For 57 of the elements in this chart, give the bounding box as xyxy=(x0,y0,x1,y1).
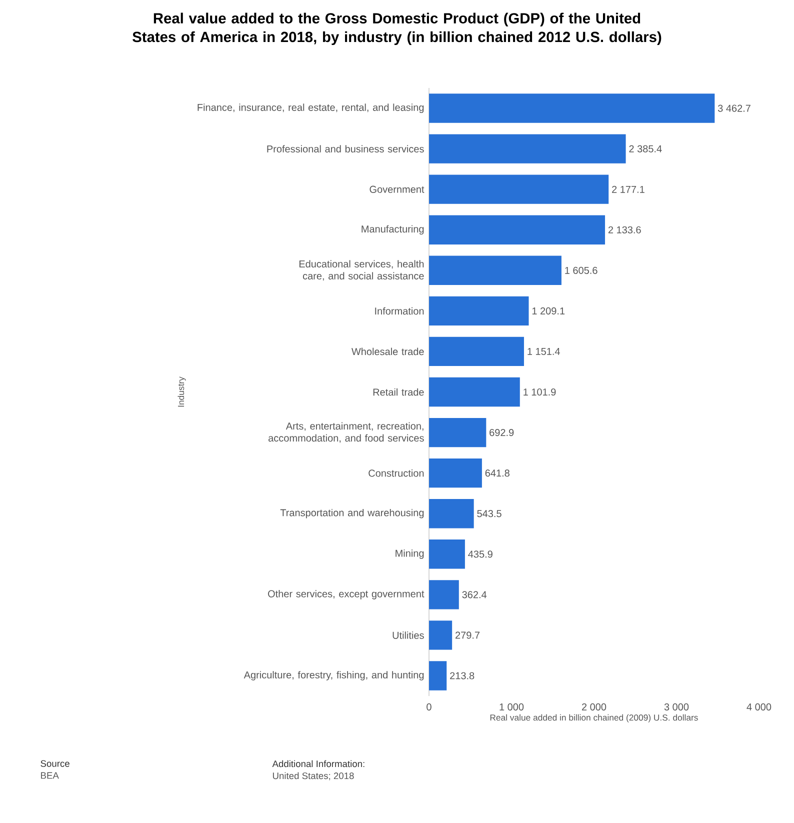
data-label: 1 209.1 xyxy=(532,307,565,314)
x-tick-label: 2 000 xyxy=(582,703,606,710)
x-tick-label: 1 000 xyxy=(500,703,524,710)
data-label: 213.8 xyxy=(450,672,474,680)
bar xyxy=(429,418,486,448)
data-label: 2 177.1 xyxy=(612,186,644,193)
y-tick-label: Transportation and warehousing xyxy=(280,508,424,518)
text: Source xyxy=(40,760,70,767)
chart-title: Real value added to the Gross Domestic Product (GDP) of the United States of America in 2018, by industry (in billion chained 2012 U.S. dollars) xyxy=(132,12,662,46)
data-label: 2 385.4 xyxy=(629,145,662,152)
y-tick-label: Mining xyxy=(396,549,424,559)
y-axis-title: Industry xyxy=(178,376,186,407)
y-tick-label: Professional and business services xyxy=(267,145,424,152)
y-tick-label: Arts, entertainment, recreation, accommodation, and food services xyxy=(268,422,424,443)
x-tick-label: 3 000 xyxy=(664,703,689,710)
data-label: 641.8 xyxy=(485,470,510,477)
bar xyxy=(429,256,562,285)
bar xyxy=(429,620,452,650)
bar xyxy=(429,215,606,244)
y-tick-label: Government xyxy=(370,186,424,193)
bar xyxy=(429,94,715,123)
data-label: 2 133.6 xyxy=(608,226,641,234)
data-label: 692.9 xyxy=(490,428,514,436)
x-axis-title: Real value added in billion chained (2009) U.S. dollars xyxy=(490,714,698,722)
x-tick-label: 0 xyxy=(426,703,432,710)
bar xyxy=(429,134,626,164)
data-label: 543.5 xyxy=(477,510,502,518)
y-tick-label: Agriculture, forestry, fishing, and hunting xyxy=(244,671,424,680)
y-tick-label: Educational services, health care, and social assistance xyxy=(299,260,424,281)
bar xyxy=(429,540,465,569)
bar xyxy=(429,458,482,488)
bar xyxy=(429,499,474,528)
y-tick-label: Wholesale trade xyxy=(352,348,424,356)
text: Additional Information: xyxy=(272,760,364,768)
data-label: 279.7 xyxy=(456,632,480,639)
y-tick-label: Retail trade xyxy=(373,388,424,396)
x-tick-label: 4 000 xyxy=(746,703,772,710)
data-label: 435.9 xyxy=(468,550,492,558)
y-tick-label: Finance, insurance, real estate, rental, and leasing xyxy=(198,104,424,113)
text: United States; 2018 xyxy=(272,772,354,780)
y-tick-label: Construction xyxy=(368,469,424,477)
y-tick-label: Other services, except government xyxy=(268,590,424,600)
y-tick-label: Utilities xyxy=(392,632,424,639)
y-tick-label: Information xyxy=(375,307,424,315)
data-label: 3 462.7 xyxy=(718,104,750,112)
bar xyxy=(429,580,459,610)
y-tick-label: Manufacturing xyxy=(362,225,424,235)
bar xyxy=(429,336,524,366)
data-label: 1 605.6 xyxy=(565,266,598,274)
bar xyxy=(429,174,609,204)
text: BEA xyxy=(41,772,59,779)
bar xyxy=(429,377,520,407)
data-label: 362.4 xyxy=(462,591,487,598)
data-label: 1 151.4 xyxy=(528,348,560,355)
bar xyxy=(429,661,447,690)
data-label: 1 101.9 xyxy=(524,388,556,396)
bar xyxy=(429,296,529,326)
